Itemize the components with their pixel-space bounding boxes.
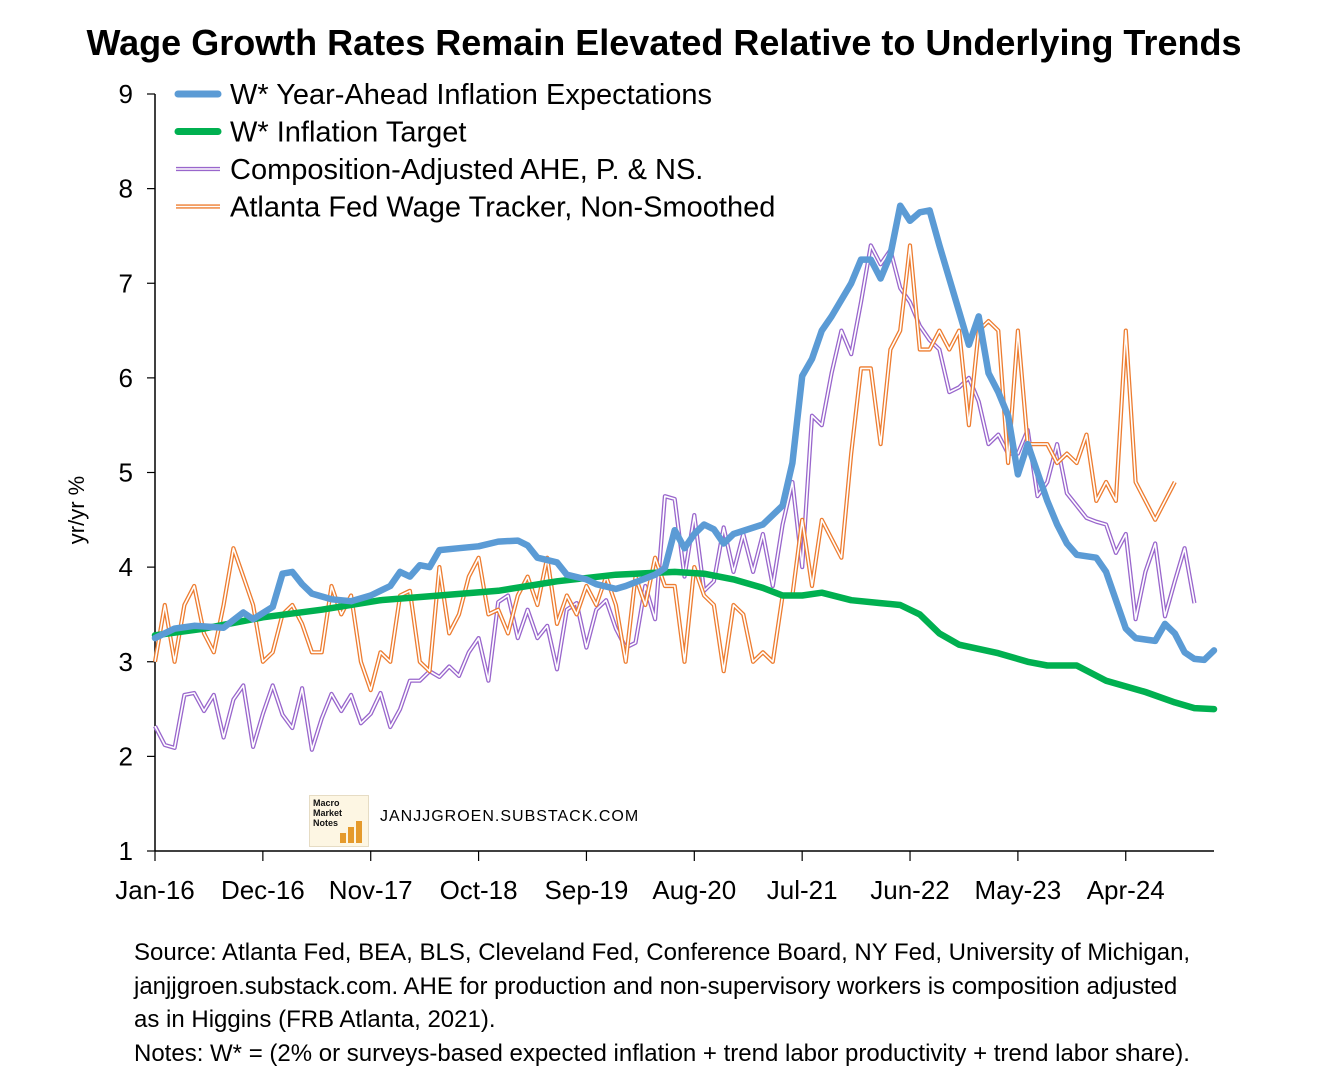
footnote-line-2: janjjgroen.substack.com. AHE for product… — [134, 972, 1178, 1000]
series-1 — [151, 568, 1218, 713]
x-tick-label: Jan-16 — [115, 875, 195, 905]
watermark-logo-line2: Notes — [313, 818, 339, 828]
series-lines — [151, 202, 1218, 752]
chart-footnote: Source: Atlanta Fed, BEA, BLS, Cleveland… — [134, 936, 1304, 1070]
axes: 1 2 3 4 5 6 7 8 9 Jan-16 Dec-16 Nov-17 Oct-18 Sep-19 A… — [115, 79, 1214, 905]
series-2 — [153, 243, 1197, 752]
chart-title: Wage Growth Rates Remain Elevated Relati… — [86, 22, 1242, 63]
series-line — [151, 568, 1218, 713]
watermark-text: JANJJGROEN.SUBSTACK.COM — [380, 808, 640, 825]
y-tick-label: 6 — [119, 363, 133, 393]
legend-label: Composition-Adjusted AHE, P. & NS. — [230, 154, 703, 186]
legend: W* Year-Ahead Inflation Expectations W* I… — [174, 79, 775, 224]
series-line-inner — [154, 244, 1176, 691]
y-tick-label: 1 — [119, 836, 133, 866]
x-tick-label: Aug-20 — [652, 875, 736, 905]
legend-item: W* Year-Ahead Inflation Expectations — [174, 79, 712, 111]
x-tick-label: Oct-18 — [440, 875, 518, 905]
x-tick-label: Dec-16 — [221, 875, 305, 905]
legend-label: Atlanta Fed Wage Tracker, Non-Smoothed — [230, 192, 775, 224]
series-0 — [151, 202, 1218, 664]
y-tick-label: 7 — [119, 268, 133, 298]
x-tick-label: May-23 — [975, 875, 1062, 905]
legend-item: W* Inflation Target — [174, 117, 466, 149]
y-axis-label: yr/yr % — [64, 476, 89, 544]
y-tick-label: 5 — [119, 458, 133, 488]
legend-label: W* Inflation Target — [230, 117, 466, 149]
line-chart: 1 2 3 4 5 6 7 8 9 Jan-16 Dec-16 Nov-17 Oct-18 Sep-19 A… — [64, 79, 1218, 905]
x-tick-label: Sep-19 — [545, 875, 629, 905]
y-tick-label: 2 — [119, 741, 133, 771]
legend-item: Atlanta Fed Wage Tracker, Non-Smoothed — [176, 192, 775, 224]
series-line-inner — [154, 244, 1196, 751]
x-tick-label: Nov-17 — [329, 875, 413, 905]
x-tick-label: Jul-21 — [767, 875, 838, 905]
y-tick-label: 8 — [119, 174, 133, 204]
legend-label: W* Year-Ahead Inflation Expectations — [230, 79, 712, 111]
watermark-logo-text: Macro Market Notes — [313, 798, 368, 828]
x-tick-label: Jun-22 — [870, 875, 950, 905]
series-line — [153, 243, 1197, 752]
y-tick-label: 3 — [119, 647, 133, 677]
x-tick-label: Apr-24 — [1087, 875, 1165, 905]
y-tick-label: 9 — [119, 79, 133, 109]
watermark-logo-line1: Macro Market — [313, 798, 343, 818]
footnote-line-1: Source: Atlanta Fed, BEA, BLS, Cleveland… — [134, 939, 1191, 966]
legend-item: Composition-Adjusted AHE, P. & NS. — [176, 154, 703, 186]
footnote-line-3: as in Higgins (FRB Atlanta, 2021). — [134, 1006, 496, 1033]
series-line — [151, 202, 1218, 664]
watermark-logo: Macro Market Notes — [309, 795, 369, 847]
y-tick-label: 4 — [119, 552, 133, 582]
series-3 — [152, 243, 1177, 693]
footnote-line-4: Notes: W* = (2% or surveys-based expecte… — [134, 1039, 1190, 1067]
